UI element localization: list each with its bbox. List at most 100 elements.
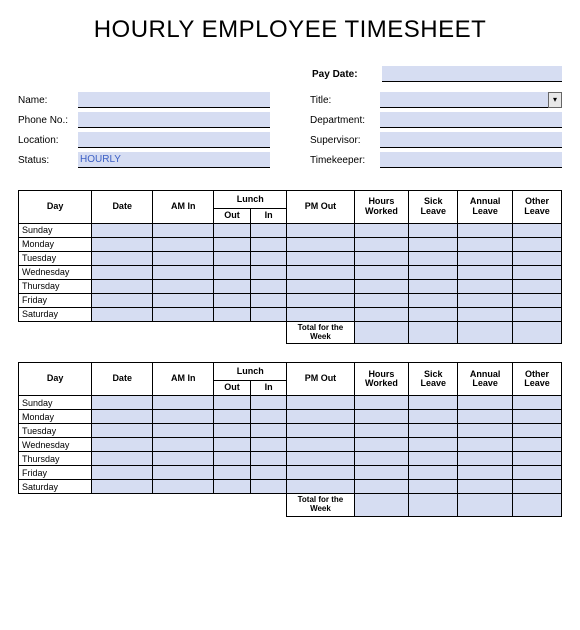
cell-input[interactable] (250, 480, 287, 494)
cell-input[interactable] (458, 410, 513, 424)
cell-input[interactable] (458, 237, 513, 251)
cell-input[interactable] (250, 410, 287, 424)
cell-input[interactable] (250, 466, 287, 480)
cell-input[interactable] (354, 410, 409, 424)
cell-input[interactable] (214, 307, 251, 321)
cell-input[interactable] (458, 438, 513, 452)
title-dropdown-button[interactable]: ▾ (548, 92, 562, 108)
cell-total[interactable] (513, 494, 562, 517)
timekeeper-input[interactable] (380, 152, 562, 168)
cell-input[interactable] (287, 410, 354, 424)
cell-input[interactable] (214, 410, 251, 424)
department-input[interactable] (380, 112, 562, 128)
cell-input[interactable] (354, 424, 409, 438)
cell-input[interactable] (513, 438, 562, 452)
cell-input[interactable] (153, 452, 214, 466)
cell-input[interactable] (92, 396, 153, 410)
cell-input[interactable] (214, 438, 251, 452)
cell-input[interactable] (214, 480, 251, 494)
cell-total[interactable] (409, 321, 458, 344)
cell-input[interactable] (409, 452, 458, 466)
cell-total[interactable] (354, 321, 409, 344)
cell-input[interactable] (92, 424, 153, 438)
cell-input[interactable] (214, 223, 251, 237)
cell-input[interactable] (409, 265, 458, 279)
cell-input[interactable] (513, 279, 562, 293)
cell-input[interactable] (354, 265, 409, 279)
cell-input[interactable] (153, 265, 214, 279)
cell-input[interactable] (153, 480, 214, 494)
cell-input[interactable] (409, 424, 458, 438)
cell-input[interactable] (153, 279, 214, 293)
phone-input[interactable] (78, 112, 270, 128)
cell-input[interactable] (287, 438, 354, 452)
cell-input[interactable] (287, 307, 354, 321)
cell-input[interactable] (250, 251, 287, 265)
cell-input[interactable] (409, 438, 458, 452)
cell-input[interactable] (354, 237, 409, 251)
cell-input[interactable] (250, 237, 287, 251)
cell-input[interactable] (287, 279, 354, 293)
cell-total[interactable] (354, 494, 409, 517)
cell-input[interactable] (287, 237, 354, 251)
cell-input[interactable] (92, 265, 153, 279)
cell-input[interactable] (214, 265, 251, 279)
cell-total[interactable] (513, 321, 562, 344)
cell-input[interactable] (250, 265, 287, 279)
cell-input[interactable] (287, 251, 354, 265)
cell-input[interactable] (287, 480, 354, 494)
cell-input[interactable] (354, 396, 409, 410)
cell-input[interactable] (513, 452, 562, 466)
cell-input[interactable] (214, 237, 251, 251)
cell-input[interactable] (92, 307, 153, 321)
cell-input[interactable] (153, 307, 214, 321)
cell-input[interactable] (153, 424, 214, 438)
cell-input[interactable] (513, 307, 562, 321)
cell-input[interactable] (354, 438, 409, 452)
cell-input[interactable] (354, 251, 409, 265)
cell-input[interactable] (513, 410, 562, 424)
name-input[interactable] (78, 92, 270, 108)
cell-input[interactable] (409, 466, 458, 480)
cell-input[interactable] (354, 293, 409, 307)
cell-input[interactable] (458, 452, 513, 466)
cell-input[interactable] (513, 396, 562, 410)
cell-total[interactable] (458, 494, 513, 517)
cell-input[interactable] (250, 279, 287, 293)
cell-input[interactable] (287, 424, 354, 438)
cell-input[interactable] (354, 452, 409, 466)
cell-input[interactable] (214, 396, 251, 410)
cell-input[interactable] (458, 424, 513, 438)
cell-input[interactable] (250, 424, 287, 438)
cell-input[interactable] (287, 396, 354, 410)
cell-input[interactable] (409, 307, 458, 321)
cell-input[interactable] (458, 251, 513, 265)
cell-input[interactable] (458, 396, 513, 410)
cell-input[interactable] (287, 223, 354, 237)
cell-input[interactable] (287, 466, 354, 480)
cell-input[interactable] (92, 293, 153, 307)
cell-input[interactable] (287, 452, 354, 466)
cell-input[interactable] (153, 466, 214, 480)
cell-input[interactable] (250, 396, 287, 410)
cell-input[interactable] (153, 438, 214, 452)
cell-input[interactable] (409, 410, 458, 424)
cell-input[interactable] (250, 438, 287, 452)
cell-input[interactable] (513, 223, 562, 237)
supervisor-input[interactable] (380, 132, 562, 148)
title-input[interactable] (380, 92, 548, 108)
cell-input[interactable] (250, 307, 287, 321)
cell-input[interactable] (458, 279, 513, 293)
cell-input[interactable] (153, 251, 214, 265)
cell-input[interactable] (458, 307, 513, 321)
cell-input[interactable] (92, 452, 153, 466)
cell-input[interactable] (214, 251, 251, 265)
cell-input[interactable] (409, 223, 458, 237)
cell-input[interactable] (513, 424, 562, 438)
cell-input[interactable] (354, 466, 409, 480)
cell-input[interactable] (513, 237, 562, 251)
paydate-input[interactable] (382, 66, 562, 82)
cell-input[interactable] (92, 438, 153, 452)
cell-input[interactable] (354, 223, 409, 237)
cell-input[interactable] (513, 466, 562, 480)
